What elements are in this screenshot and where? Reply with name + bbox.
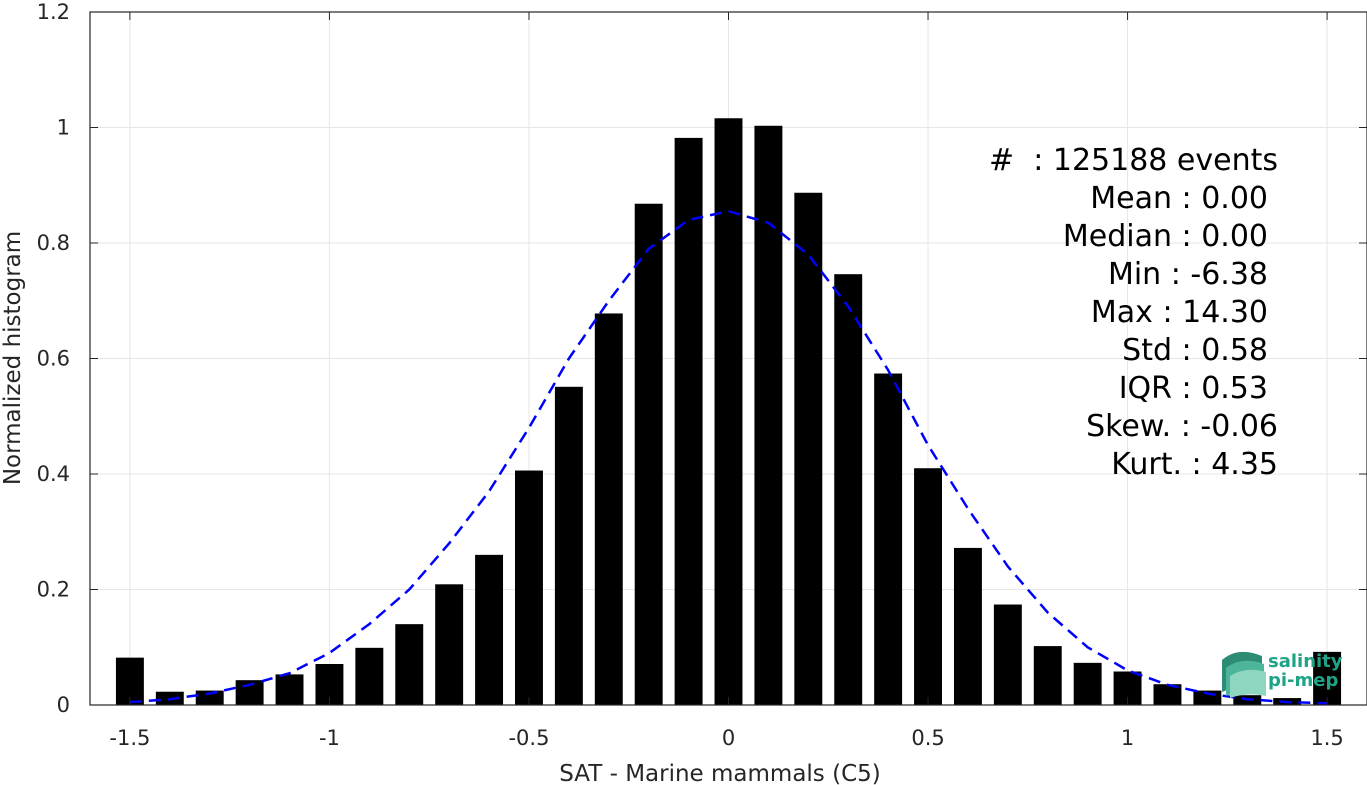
histogram-bar — [1313, 651, 1342, 705]
histogram-bar — [1153, 684, 1182, 705]
histogram-bar — [914, 468, 942, 705]
stat-skew: Skew. : -0.06 — [1086, 409, 1278, 444]
stat-max: Max : 14.30 — [1091, 295, 1268, 330]
histogram-bar — [195, 690, 224, 705]
y-axis-label: Normalized histogram — [0, 231, 26, 485]
histogram-bar — [275, 674, 304, 705]
histogram-bar — [834, 274, 863, 705]
x-tick-label: 0 — [722, 726, 735, 750]
histogram-bar — [634, 203, 663, 706]
x-tick-label: -1.5 — [109, 726, 150, 750]
histogram-bar — [674, 137, 703, 705]
histogram-bar — [435, 584, 464, 705]
logo-text-pi-mep: pi-mep — [1268, 670, 1338, 691]
y-tick-label: 0.2 — [37, 578, 70, 602]
stat-min: Min : -6.38 — [1108, 257, 1268, 292]
histogram-bar — [953, 547, 982, 705]
histogram-bars — [115, 118, 1342, 706]
histogram-bar — [355, 647, 384, 705]
x-tick-label: 0.5 — [911, 726, 944, 750]
histogram-bar — [1033, 646, 1062, 705]
y-tick-label: 1 — [57, 116, 70, 140]
x-tick-label: 1.5 — [1310, 726, 1343, 750]
histogram-bar — [714, 118, 743, 705]
histogram-bar — [754, 125, 783, 705]
x-tick-label: 1 — [1121, 726, 1134, 750]
stat-kurt: Kurt. : 4.35 — [1111, 447, 1278, 482]
histogram-bar — [475, 554, 504, 705]
histogram-bar — [1073, 662, 1102, 705]
histogram-bar — [874, 373, 903, 705]
histogram-bar — [554, 386, 583, 705]
histogram-bar — [395, 624, 424, 705]
histogram-bar — [993, 604, 1022, 705]
stat-std: Std : 0.58 — [1122, 333, 1268, 368]
x-tick-label: -0.5 — [508, 726, 549, 750]
stats-annotation: # : 125188 events Mean : 0.00 Median : 0… — [989, 143, 1278, 482]
salinity-pi-mep-logo: salinity pi-mep — [1222, 651, 1343, 698]
y-tick-label: 0.4 — [37, 462, 70, 486]
x-tick-labels: -1.5 -1 -0.5 0 0.5 1 1.5 — [109, 726, 1343, 750]
histogram-bar — [594, 313, 623, 705]
y-tick-label: 0 — [57, 693, 70, 717]
stat-mean: Mean : 0.00 — [1090, 181, 1268, 216]
stat-median: Median : 0.00 — [1063, 219, 1268, 254]
y-tick-label: 0.8 — [37, 231, 70, 255]
histogram-bar — [794, 192, 823, 705]
y-tick-labels: 0 0.2 0.4 0.6 0.8 1 1.2 — [37, 0, 70, 717]
x-axis-label: SAT - Marine mammals (C5) — [559, 761, 881, 785]
stat-count: # : 125188 events — [989, 143, 1278, 178]
histogram-bar — [515, 470, 543, 705]
wave-logo-icon — [1222, 651, 1266, 698]
logo-text-salinity: salinity — [1268, 651, 1343, 672]
y-tick-label: 1.2 — [37, 0, 70, 24]
y-tick-label: 0.6 — [37, 347, 70, 371]
axis-ticks — [90, 11, 1367, 706]
x-tick-label: -1 — [319, 726, 340, 750]
stat-iqr: IQR : 0.53 — [1119, 371, 1268, 406]
